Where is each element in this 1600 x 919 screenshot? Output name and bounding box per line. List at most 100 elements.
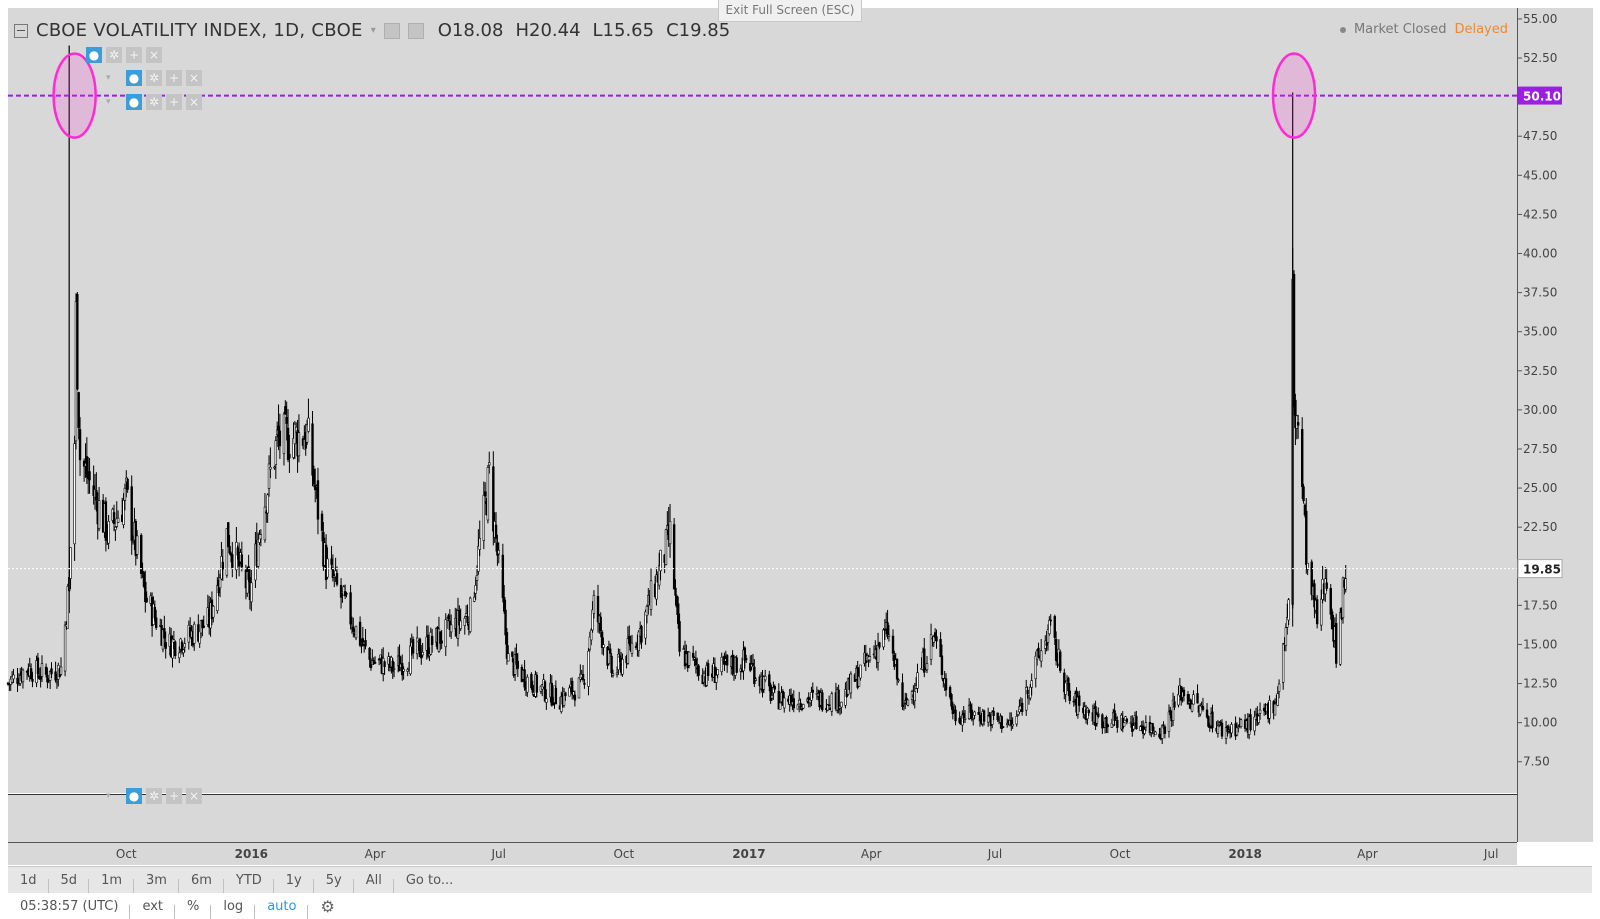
candle-body [250,582,253,603]
vix-candlestick-chart[interactable]: 55.0052.5050.0047.5045.0042.5040.0037.50… [0,0,1600,900]
candle-body [754,678,757,681]
chevron-down-icon[interactable]: ▾ [106,73,111,83]
utc-clock[interactable]: 05:38:57 (UTC) [8,899,131,919]
gear-icon[interactable]: ✲ [106,47,122,63]
candle-body [857,676,861,687]
symbol-title[interactable]: CBOE VOLATILITY INDEX, 1D, CBOE [36,20,363,41]
delayed-label[interactable]: Delayed [1454,22,1508,37]
candle-body [799,702,802,707]
collapse-legend-icon[interactable] [14,23,28,38]
y-tick-label: 7.50 [1523,755,1550,769]
chevron-down-icon[interactable]: ▾ [370,25,376,36]
y-tick-label: 10.00 [1523,716,1557,730]
candle-body [992,710,995,716]
candle-body [95,489,98,501]
eye-icon[interactable]: ● [86,47,102,63]
candle-body [492,466,495,532]
candle-body [1344,578,1347,590]
candle-body [225,528,229,576]
candle-body [626,638,630,664]
candle-body [811,689,815,693]
candle-body [697,665,700,676]
range-1d[interactable]: 1d [8,873,49,893]
range-5y[interactable]: 5y [314,873,354,893]
candle-body [326,558,329,578]
candle-body [235,541,238,571]
plus-icon[interactable]: + [166,788,182,804]
candle-body [577,677,581,699]
candle-body [1135,715,1138,730]
exit-fullscreen-button[interactable]: Exit Full Screen (ESC) [718,0,862,22]
candle-body [810,691,813,701]
candle-body [944,678,948,691]
candle-body [1025,687,1028,711]
candle-body [802,703,805,709]
gear-icon[interactable]: ✲ [146,94,162,110]
plus-icon[interactable]: + [166,94,182,110]
gear-icon[interactable]: ✲ [146,70,162,86]
auto-toggle[interactable]: auto [255,899,309,919]
candle-body [543,681,547,702]
percent-toggle[interactable]: % [175,899,212,919]
time-scale[interactable] [8,842,1517,865]
visibility-icon[interactable] [383,22,400,39]
symbol-legend: CBOE VOLATILITY INDEX, 1D, CBOE ▾ O18.08… [14,20,730,41]
y-tick-label: 15.00 [1523,637,1557,651]
candle-body [402,668,405,672]
close-icon[interactable]: × [186,70,202,86]
x-tick-label: Apr [1357,847,1378,861]
range-ytd[interactable]: YTD [224,873,274,893]
study-controls-4: ▾ ● ✲ + × [106,788,202,804]
candle-body [221,561,224,570]
gear-icon[interactable]: ⚙ [320,896,335,916]
eye-icon[interactable]: ● [126,70,142,86]
candle-body [459,620,462,629]
log-toggle[interactable]: log [211,899,256,919]
range-6m[interactable]: 6m [179,873,224,893]
candle-body [564,692,567,697]
candle-body [444,619,447,648]
candle-body [840,701,843,708]
gear-icon[interactable]: ✲ [146,788,162,804]
candle-body [827,704,831,707]
candle-body [1257,715,1260,723]
range-5d[interactable]: 5d [49,873,90,893]
plus-icon[interactable]: + [166,70,182,86]
candle-body [1208,725,1211,728]
candle-body [743,647,747,661]
plus-icon[interactable]: + [126,47,142,63]
range-all[interactable]: All [354,873,394,893]
chart-pane[interactable] [8,8,1517,793]
candle-body [212,606,215,618]
candle-body [331,567,335,579]
candle-body [358,621,362,646]
chevron-down-icon[interactable]: ▾ [106,791,111,801]
candle-body [391,660,394,672]
candle-body [464,613,468,617]
candle-body [1226,726,1229,733]
candle-body [725,655,729,666]
last-price-tag [1517,559,1563,579]
candle-body [1139,726,1142,731]
candle-body [1294,399,1297,429]
indicator-pane[interactable] [8,794,1517,843]
goto-button[interactable]: Go to... [405,872,454,888]
range-1m[interactable]: 1m [89,873,134,893]
close-icon[interactable]: × [146,47,162,63]
chevron-down-icon[interactable]: ▾ [106,97,111,107]
settings-icon[interactable] [407,22,424,39]
candle-body [682,648,685,650]
close-icon[interactable]: × [186,788,202,804]
close-icon[interactable]: × [186,94,202,110]
range-3m[interactable]: 3m [134,873,179,893]
range-1y[interactable]: 1y [274,873,314,893]
candle-body [1054,639,1058,661]
ext-toggle[interactable]: ext [130,899,175,919]
candle-body [659,549,662,572]
candle-body [753,666,756,685]
candle-body [392,668,396,670]
price-scale[interactable] [1517,8,1593,842]
eye-icon[interactable]: ● [126,94,142,110]
candle-body [1341,577,1345,619]
eye-icon[interactable]: ● [126,788,142,804]
